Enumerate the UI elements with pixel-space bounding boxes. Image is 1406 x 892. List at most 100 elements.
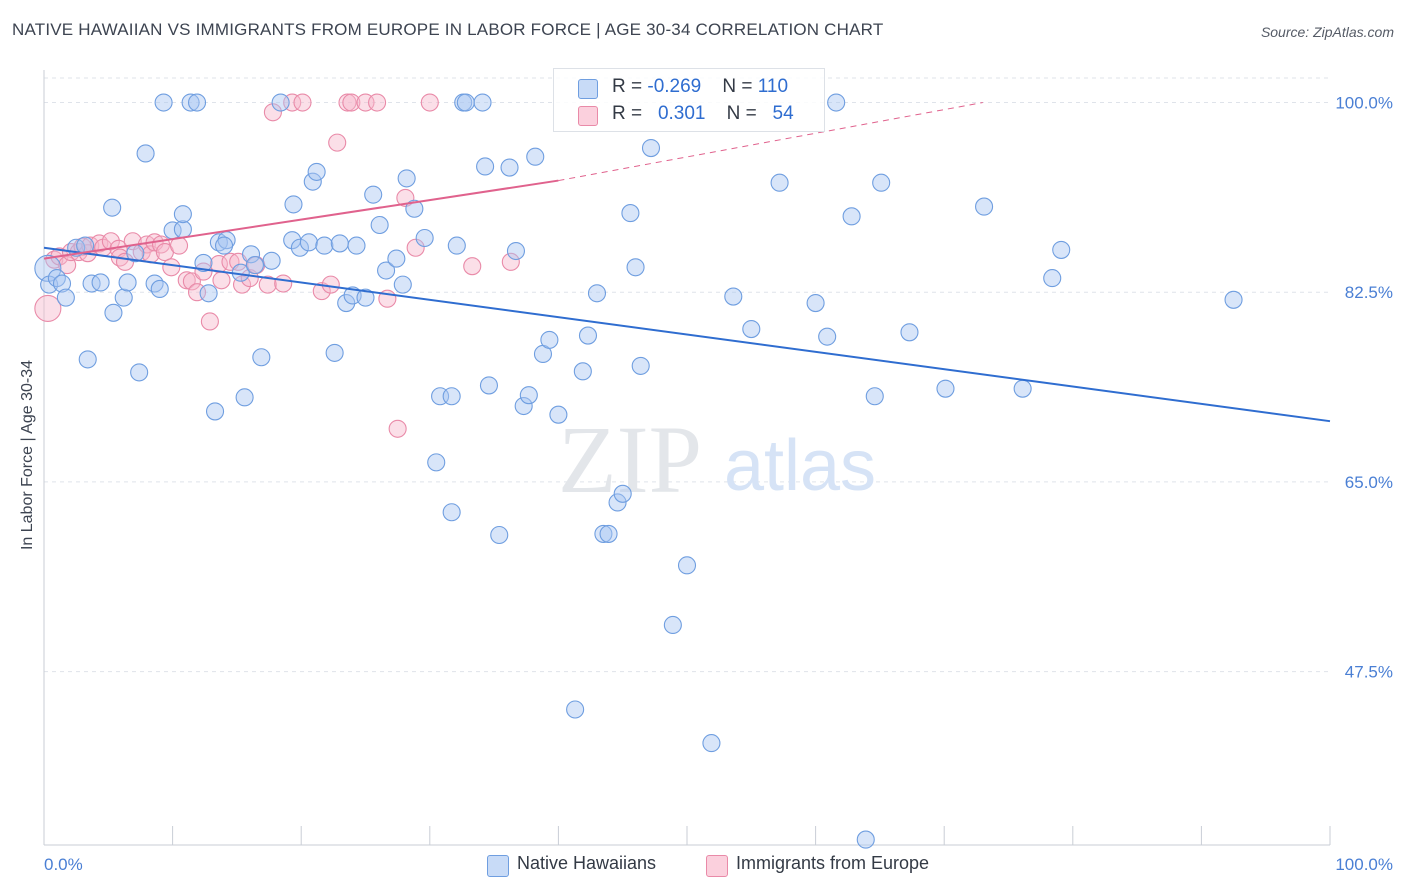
data-point-immigrants-from-europe [321,275,340,294]
data-point-native-hawaiians [145,274,164,293]
data-point-immigrants-from-europe [501,252,520,271]
data-point-native-hawaiians [299,233,318,252]
data-point-native-hawaiians [370,215,389,235]
data-point-native-hawaiians [150,279,169,299]
data-point-immigrants-from-europe [463,257,482,276]
data-point-immigrants-from-europe [258,275,277,294]
data-point-native-hawaiians [34,254,62,282]
data-point-native-hawaiians [599,524,618,543]
data-point-native-hawaiians [456,93,475,112]
chart-title: NATIVE HAWAIIAN VS IMMIGRANTS FROM EUROP… [12,20,884,39]
data-point-immigrants-from-europe [274,274,293,293]
data-point-native-hawaiians [842,207,861,226]
data-point-native-hawaiians [856,830,875,849]
data-point-immigrants-from-europe [212,271,231,290]
data-point-native-hawaiians [307,162,326,181]
data-point-native-hawaiians [476,157,495,176]
data-point-native-hawaiians [549,405,568,424]
data-point-native-hawaiians [303,172,322,191]
data-point-native-hawaiians [641,138,661,158]
data-point-native-hawaiians [621,204,640,223]
legend-n-value: 110 [757,76,789,97]
data-point-native-hawaiians [315,236,334,255]
data-point-native-hawaiians [173,220,192,239]
y-tick-label: 65.0% [1345,473,1393,492]
data-point-native-hawaiians [626,258,645,277]
data-point-native-hawaiians [442,387,461,406]
bottom-legend-swatch-pink [706,855,728,877]
data-point-native-hawaiians [181,93,200,112]
data-point-immigrants-from-europe [200,312,219,331]
data-point-native-hawaiians [82,274,101,293]
data-point-native-hawaiians [78,350,97,369]
data-point-native-hawaiians [677,556,697,575]
data-point-immigrants-from-europe [293,93,312,112]
data-point-native-hawaiians [194,253,213,272]
legend-r-value: 0.301 [657,103,706,124]
data-point-native-hawaiians [479,376,499,395]
data-point-native-hawaiians [613,484,632,503]
trend-lines [43,102,1331,423]
data-point-native-hawaiians [578,326,598,345]
data-point-native-hawaiians [806,293,825,313]
data-point-native-hawaiians [284,195,303,214]
data-point-native-hawaiians [199,284,218,303]
data-point-native-hawaiians [262,251,281,270]
data-point-native-hawaiians [724,287,743,306]
data-point-native-hawaiians [290,238,309,257]
data-point-native-hawaiians [514,396,533,416]
data-point-native-hawaiians [1052,240,1071,259]
legend-n-value: 54 [772,103,794,124]
data-point-native-hawaiians [118,273,137,292]
legend-swatch-pink [578,106,598,126]
data-point-native-hawaiians [473,93,492,112]
data-point-native-hawaiians [252,348,271,367]
source-label: Source: ZipAtlas.com [1260,24,1394,40]
x-tick-label: 0.0% [44,855,83,874]
data-point-native-hawaiians [271,93,290,112]
data-point-native-hawaiians [587,284,607,303]
data-point-native-hawaiians [387,249,406,268]
data-point-native-hawaiians [130,363,149,382]
data-point-native-hawaiians [377,261,396,280]
series-native-hawaiians [34,93,1243,849]
watermark-zip: ZIP [558,406,702,513]
trend-line-native-hawaiians [43,246,1331,423]
data-point-native-hawaiians [827,93,846,112]
data-point-immigrants-from-europe [101,232,120,251]
data-point-native-hawaiians [427,453,446,472]
data-point-native-hawaiians [1224,290,1243,309]
data-point-native-hawaiians [702,734,721,753]
data-point-immigrants-from-europe [162,258,181,277]
data-point-native-hawaiians [325,343,344,362]
data-point-native-hawaiians [594,524,613,543]
data-point-native-hawaiians [818,327,837,346]
data-point-native-hawaiians [506,241,526,261]
data-point-native-hawaiians [337,293,356,313]
axes [43,70,1331,846]
bottom-legend: Native Hawaiians Immigrants from Europe [0,852,1406,878]
data-point-native-hawaiians [631,356,650,375]
data-point-native-hawaiians [104,303,123,322]
legend-n-label: N = [726,103,762,124]
bottom-legend-label: Native Hawaiians [517,853,657,873]
bottom-legend-swatch-blue [487,855,509,877]
data-point-immigrants-from-europe [388,419,407,438]
data-point-native-hawaiians [205,402,225,421]
data-point-native-hawaiians [347,236,366,255]
data-point-native-hawaiians [500,158,519,177]
data-point-native-hawaiians [356,288,375,307]
legend-r-label: R = [612,103,648,124]
data-point-native-hawaiians [573,362,592,381]
data-point-native-hawaiians [770,173,789,192]
data-point-native-hawaiians [526,147,545,166]
data-point-native-hawaiians [405,199,424,218]
legend-n-label: N = [722,76,758,97]
data-point-native-hawaiians [415,228,434,248]
data-point-native-hawaiians [103,198,122,217]
data-point-native-hawaiians [91,273,110,292]
data-point-native-hawaiians [47,269,66,288]
data-point-immigrants-from-europe [338,93,357,112]
data-point-native-hawaiians [566,700,585,719]
data-point-native-hawaiians [936,379,955,398]
